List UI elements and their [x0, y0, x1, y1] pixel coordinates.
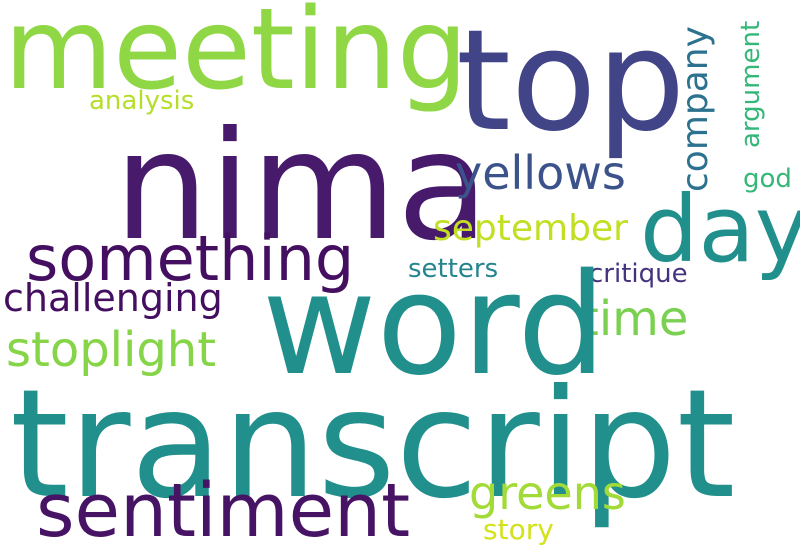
- word-critique: critique: [589, 259, 688, 289]
- word-meeting: meeting: [4, 0, 469, 115]
- word-analysis: analysis: [89, 86, 195, 116]
- word-argument: argument: [736, 20, 766, 148]
- word-greens: greens: [469, 466, 626, 520]
- word-day: day: [640, 176, 800, 283]
- word-yellows: yellows: [455, 146, 626, 200]
- word-sentiment: sentiment: [36, 468, 411, 554]
- word-stoplight: stoplight: [6, 322, 217, 378]
- word-something: something: [26, 222, 355, 295]
- word-challenging: challenging: [3, 276, 223, 320]
- word-company: company: [675, 26, 716, 192]
- word-top: top: [456, 0, 686, 163]
- word-setters: setters: [408, 254, 499, 284]
- word-time: time: [580, 291, 689, 347]
- word-story: story: [483, 513, 554, 546]
- word-nima: nima: [114, 100, 489, 274]
- word-september: september: [433, 208, 628, 249]
- word-god: god: [743, 164, 792, 194]
- word-transcript: transcript: [10, 358, 736, 532]
- word-word: word: [262, 244, 607, 407]
